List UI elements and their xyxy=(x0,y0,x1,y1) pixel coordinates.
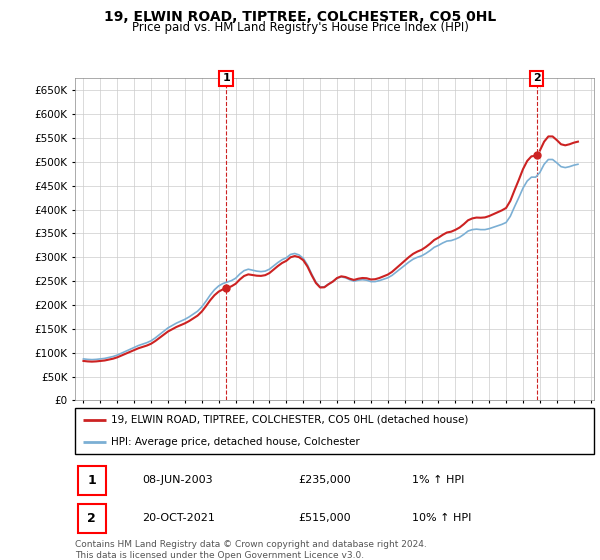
Text: 1% ↑ HPI: 1% ↑ HPI xyxy=(412,475,465,486)
Text: 1: 1 xyxy=(222,73,230,83)
Text: 19, ELWIN ROAD, TIPTREE, COLCHESTER, CO5 0HL (detached house): 19, ELWIN ROAD, TIPTREE, COLCHESTER, CO5… xyxy=(112,414,469,424)
Text: 10% ↑ HPI: 10% ↑ HPI xyxy=(412,513,472,523)
Text: 08-JUN-2003: 08-JUN-2003 xyxy=(142,475,213,486)
Text: HPI: Average price, detached house, Colchester: HPI: Average price, detached house, Colc… xyxy=(112,437,360,447)
Text: 2: 2 xyxy=(533,73,541,83)
FancyBboxPatch shape xyxy=(75,408,594,454)
FancyBboxPatch shape xyxy=(77,466,106,494)
Text: £515,000: £515,000 xyxy=(298,513,351,523)
FancyBboxPatch shape xyxy=(77,504,106,533)
Text: 19, ELWIN ROAD, TIPTREE, COLCHESTER, CO5 0HL: 19, ELWIN ROAD, TIPTREE, COLCHESTER, CO5… xyxy=(104,10,496,24)
Text: Price paid vs. HM Land Registry's House Price Index (HPI): Price paid vs. HM Land Registry's House … xyxy=(131,21,469,34)
Text: 2: 2 xyxy=(87,512,96,525)
Text: 1: 1 xyxy=(87,474,96,487)
Text: 20-OCT-2021: 20-OCT-2021 xyxy=(142,513,215,523)
Text: Contains HM Land Registry data © Crown copyright and database right 2024.
This d: Contains HM Land Registry data © Crown c… xyxy=(75,540,427,560)
Text: £235,000: £235,000 xyxy=(298,475,351,486)
